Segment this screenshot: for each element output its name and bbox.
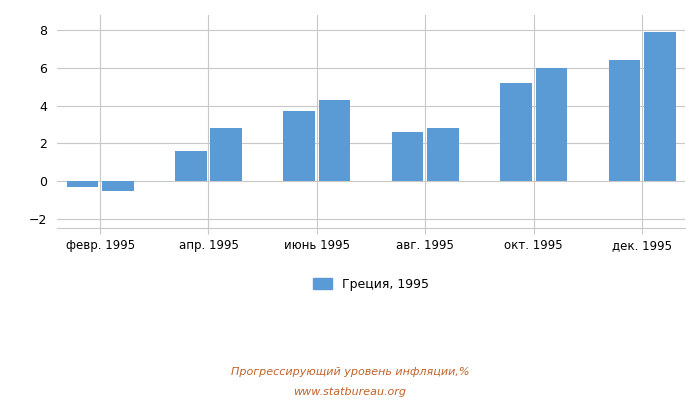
Bar bbox=[392, 132, 424, 181]
Bar bbox=[500, 83, 532, 181]
Text: www.statbureau.org: www.statbureau.org bbox=[293, 387, 407, 397]
Bar bbox=[284, 111, 315, 181]
Text: Прогрессирующий уровень инфляции,%: Прогрессирующий уровень инфляции,% bbox=[231, 367, 469, 377]
Bar bbox=[608, 60, 640, 181]
Bar bbox=[318, 100, 350, 181]
Bar bbox=[102, 181, 134, 190]
Bar bbox=[536, 68, 567, 181]
Bar bbox=[66, 181, 98, 187]
Bar bbox=[175, 151, 206, 181]
Legend: Греция, 1995: Греция, 1995 bbox=[308, 273, 434, 296]
Bar bbox=[427, 128, 458, 181]
Bar bbox=[210, 128, 242, 181]
Bar bbox=[644, 32, 676, 181]
